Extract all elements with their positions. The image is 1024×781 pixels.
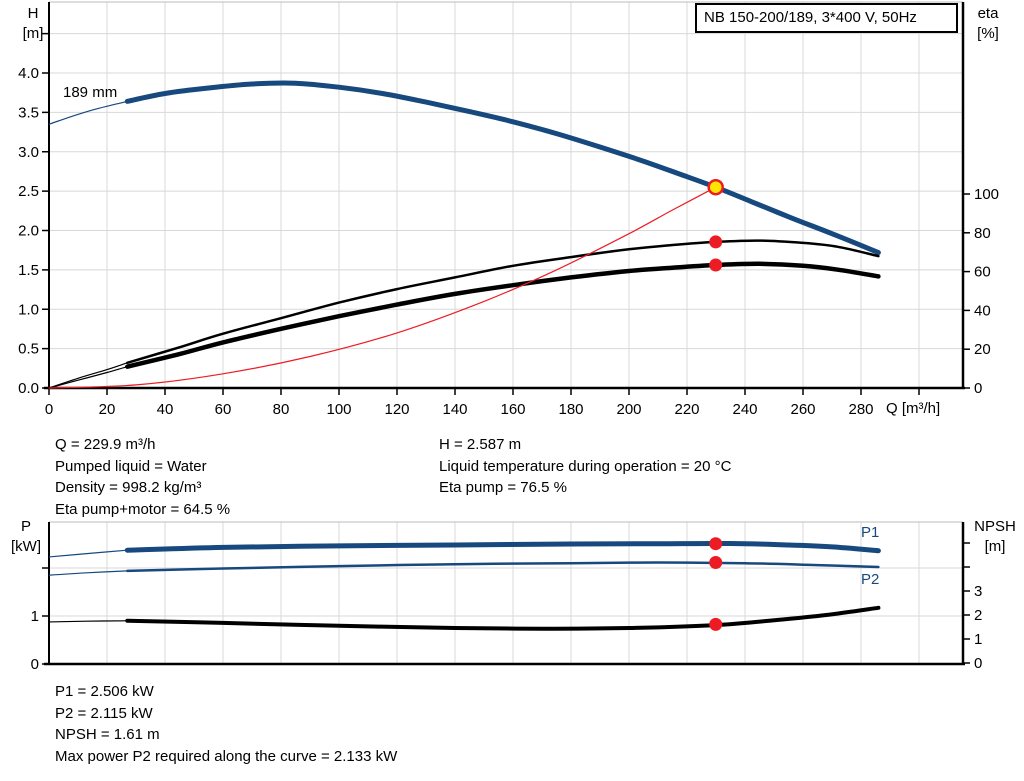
chart-qh-eta: 0.0 0.5 1.0 1.5 2.0 2.5 3.0 3.5 4.0 0 20 40 60 80 100 0…	[18, 1, 999, 418]
pump-title-box: NB 150-200/189, 3*400 V, 50Hz	[695, 3, 958, 33]
svg-text:2.0: 2.0	[18, 223, 39, 240]
info-line-npsh: NPSH = 1.61 m	[55, 726, 160, 744]
svg-text:80: 80	[974, 225, 991, 242]
svg-text:3: 3	[974, 583, 982, 600]
svg-text:180: 180	[558, 401, 583, 418]
right-axis-label-top: eta [%]	[966, 4, 1010, 44]
marker-eta-pump-motor-point	[709, 258, 723, 272]
svg-text:0: 0	[45, 401, 53, 418]
svg-text:280: 280	[848, 401, 873, 418]
svg-text:20: 20	[99, 401, 116, 418]
svg-text:3.5: 3.5	[18, 104, 39, 121]
svg-text:60: 60	[215, 401, 232, 418]
svg-text:0.5: 0.5	[18, 341, 39, 358]
svg-text:140: 140	[442, 401, 467, 418]
svg-text:2: 2	[974, 607, 982, 624]
svg-text:4.0: 4.0	[18, 65, 39, 82]
marker-duty-point	[707, 178, 724, 196]
npsh-axis-letter: NPSH	[974, 518, 1016, 535]
svg-text:160: 160	[500, 401, 525, 418]
duty-info-left-column: Q = 229.9 m³/h Pumped liquid = Water Den…	[55, 434, 230, 520]
svg-text:0: 0	[974, 380, 982, 397]
info-line-p1: P1 = 2.506 kW	[55, 683, 154, 700]
npsh-axis-unit: [m]	[984, 538, 1006, 555]
svg-text:1: 1	[31, 608, 39, 625]
duty-info-right-column: H = 2.587 m Liquid temperature during op…	[439, 434, 731, 499]
svg-text:260: 260	[790, 401, 815, 418]
svg-text:120: 120	[384, 401, 409, 418]
info-line-liquid: Pumped liquid = Water	[55, 457, 207, 475]
p-axis-unit: [kW]	[11, 538, 41, 555]
svg-text:40: 40	[974, 302, 991, 319]
svg-text:220: 220	[674, 401, 699, 418]
eta-axis-letter: eta	[977, 5, 999, 22]
info-line-temperature: Liquid temperature during operation = 20…	[439, 457, 732, 475]
series-eta-pump-motor	[48, 261, 881, 389]
series-npsh	[48, 605, 881, 631]
svg-text:2.5: 2.5	[18, 183, 39, 200]
svg-text:0.0: 0.0	[18, 380, 39, 397]
h-axis-unit: [m]	[22, 25, 44, 42]
svg-text:100: 100	[974, 186, 999, 203]
impeller-size-label: 189 mm	[63, 84, 118, 101]
info-line-h: H = 2.587 m	[439, 436, 522, 453]
series-p2	[48, 561, 880, 576]
info-line-eta-pump-motor: Eta pump+motor = 64.5 %	[55, 500, 231, 518]
info-line-p2: P2 = 2.115 kW	[55, 704, 153, 722]
series-head-189mm	[48, 80, 881, 256]
eta-axis-unit: [%]	[977, 25, 999, 42]
p-axis-letter: P	[20, 518, 31, 535]
series-p1	[48, 540, 881, 558]
series-system-curve	[48, 186, 717, 389]
marker-eta-pump-point	[709, 235, 723, 249]
power-info-block: P1 = 2.506 kW P2 = 2.115 kW NPSH = 1.61 …	[55, 681, 397, 767]
chart-p-npsh: 0 1 0 1 2 3	[31, 521, 982, 673]
svg-text:240: 240	[732, 401, 757, 418]
svg-text:0: 0	[31, 656, 39, 673]
left-axis-label-bottom: P [kW]	[4, 517, 48, 557]
svg-text:80: 80	[273, 401, 290, 418]
info-line-q: Q = 229.9 m³/h	[55, 436, 156, 453]
p2-curve-label: P2	[861, 571, 880, 588]
info-line-max-power: Max power P2 required along the curve = …	[55, 747, 398, 765]
svg-text:60: 60	[974, 264, 991, 281]
left-axis-label-top: H [m]	[14, 4, 52, 44]
info-line-eta-pump: Eta pump = 76.5 %	[439, 479, 567, 497]
svg-text:3.0: 3.0	[18, 144, 39, 161]
gridlines	[49, 2, 963, 388]
svg-text:200: 200	[616, 401, 641, 418]
marker-npsh-point	[709, 617, 723, 631]
svg-text:40: 40	[157, 401, 174, 418]
svg-text:100: 100	[326, 401, 351, 418]
series-eta-pump	[48, 239, 880, 389]
svg-text:1.5: 1.5	[18, 262, 39, 279]
q-axis-label: Q [m³/h]	[886, 400, 941, 417]
svg-text:1: 1	[974, 631, 982, 648]
h-axis-letter: H	[27, 5, 39, 22]
svg-text:0: 0	[974, 655, 982, 672]
svg-text:20: 20	[974, 341, 991, 358]
p1-curve-label: P1	[861, 524, 880, 541]
marker-p2-point	[709, 555, 723, 569]
right-axis-label-bottom: NPSH [m]	[966, 517, 1024, 557]
marker-p1-point	[709, 537, 723, 551]
info-line-density: Density = 998.2 kg/m³	[55, 479, 202, 497]
svg-text:1.0: 1.0	[18, 301, 39, 318]
